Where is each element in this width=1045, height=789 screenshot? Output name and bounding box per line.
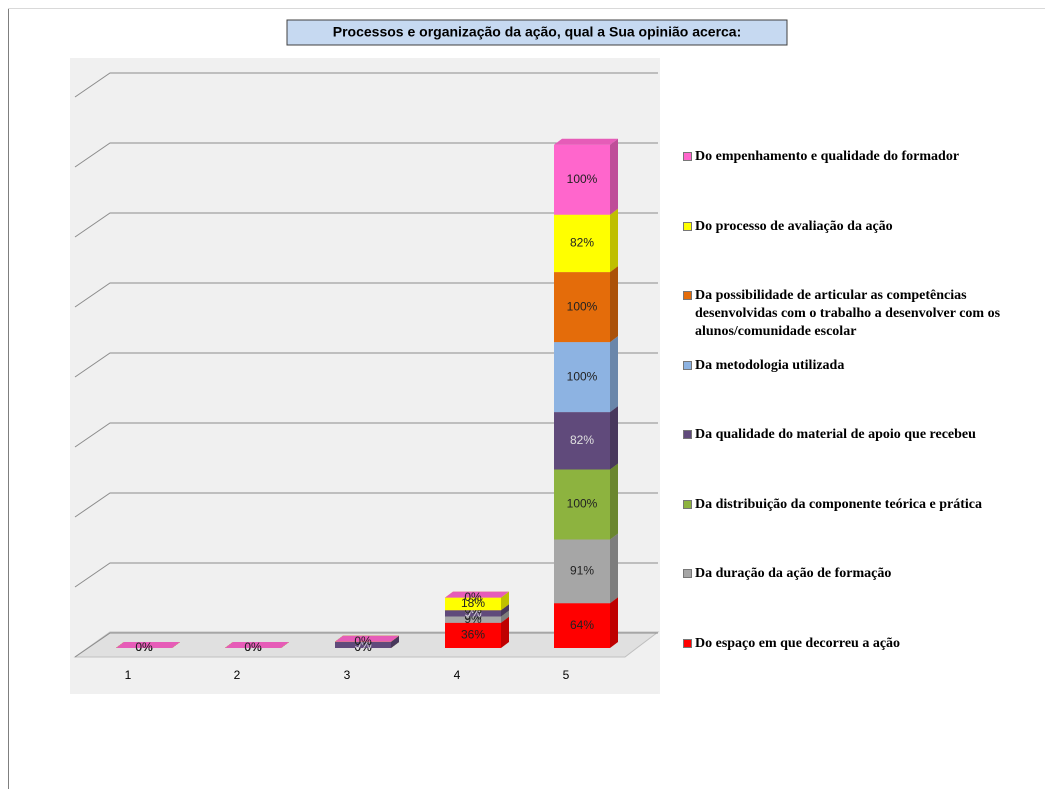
grid-line [74, 352, 658, 378]
x-tick-label: 5 [563, 668, 570, 682]
bar-side [610, 138, 618, 215]
bar-side [610, 208, 618, 273]
bar-side [501, 604, 509, 617]
bar-side [610, 463, 618, 540]
grid-line [74, 562, 658, 588]
legend-swatch [683, 638, 692, 648]
x-tick-label: 2 [234, 668, 241, 682]
bar-side [610, 597, 618, 648]
bar-side [501, 616, 509, 648]
legend-item: Da metodologia utilizada [683, 357, 1038, 375]
bar-segment [554, 272, 610, 343]
legend-swatch [683, 360, 692, 370]
legend-label: Da possibilidade de articular as competê… [695, 288, 1001, 339]
bar-segment [445, 616, 501, 623]
bar-segment [554, 539, 610, 604]
legend-swatch [683, 291, 692, 300]
legend-swatch [683, 569, 692, 578]
bar-top [116, 642, 180, 648]
value-label: 100% [567, 369, 598, 383]
bar-segment [445, 597, 501, 611]
bar-side [610, 266, 618, 343]
legend-label: Do processo de avaliação da ação [695, 218, 893, 234]
legend-label: Da duração da ação de formação [695, 566, 892, 581]
value-label: 100% [567, 497, 598, 511]
x-tick-label: 3 [344, 668, 351, 682]
bar-segment [335, 641, 391, 648]
grid-line [74, 72, 658, 98]
legend-item: Da distribuição da componente teórica e … [683, 496, 1038, 514]
value-label: 0% [354, 634, 372, 648]
bar-segment [554, 603, 610, 648]
legend-item: Do empenhamento e qualidade do formador [683, 148, 1038, 166]
value-label: 36% [461, 628, 485, 642]
bar-side [501, 610, 509, 623]
chart-title: Processos e organização da ação, qual a … [333, 24, 742, 40]
value-label: 0% [135, 640, 153, 654]
value-label: 82% [570, 236, 594, 250]
legend-swatch [683, 221, 692, 231]
legend-item: Do espaço em que decorreu a ação [683, 635, 1038, 653]
bar-segment [445, 610, 501, 617]
value-label: 100% [567, 172, 598, 186]
grid-line [74, 422, 658, 448]
grid-line [74, 142, 658, 168]
legend-label: Da distribuição da componente teórica e … [695, 496, 982, 512]
legend-label: Da qualidade do material de apoio que re… [695, 427, 976, 442]
legend-item: Da possibilidade de articular as competê… [683, 287, 1038, 341]
value-label: 91% [570, 564, 594, 578]
value-label: 64% [570, 618, 594, 632]
bar-top [554, 138, 618, 145]
bar-segment [554, 342, 610, 413]
bar-top [335, 635, 399, 642]
legend-swatch [683, 152, 692, 161]
grid-line [74, 492, 658, 518]
value-label: 18% [461, 596, 485, 610]
x-tick-label: 4 [454, 668, 461, 682]
x-tick-label: 1 [125, 668, 132, 682]
bar-side [610, 406, 618, 470]
bar-segment [445, 622, 501, 648]
grid-line [74, 282, 658, 308]
grid-line [74, 212, 658, 238]
legend-label: Do empenhamento e qualidade do formador [695, 149, 960, 164]
value-label: 82% [570, 433, 594, 447]
value-label: 0% [464, 590, 482, 604]
bar-side [391, 635, 399, 648]
bar-segment [554, 412, 610, 470]
bar-top [225, 642, 289, 648]
legend-item: Da qualidade do material de apoio que re… [683, 426, 1038, 444]
bar-segment [554, 214, 610, 273]
value-label: 100% [567, 299, 598, 313]
legend-label: Da metodologia utilizada [695, 357, 845, 373]
bar-segment [554, 144, 610, 215]
bar-side [610, 336, 618, 413]
legend-label: Do espaço em que decorreu a ação [695, 635, 901, 651]
bar-top [445, 591, 509, 598]
bar-segment [554, 469, 610, 540]
legend-item: Do processo de avaliação da ação [683, 218, 1038, 236]
legend-swatch [683, 499, 692, 509]
title-box [286, 19, 788, 46]
bar-side [610, 533, 618, 604]
legend-item: Da duração da ação de formação [683, 565, 1038, 583]
bar-side [501, 591, 509, 611]
value-label: 0% [244, 640, 262, 654]
legend-swatch [683, 430, 692, 439]
